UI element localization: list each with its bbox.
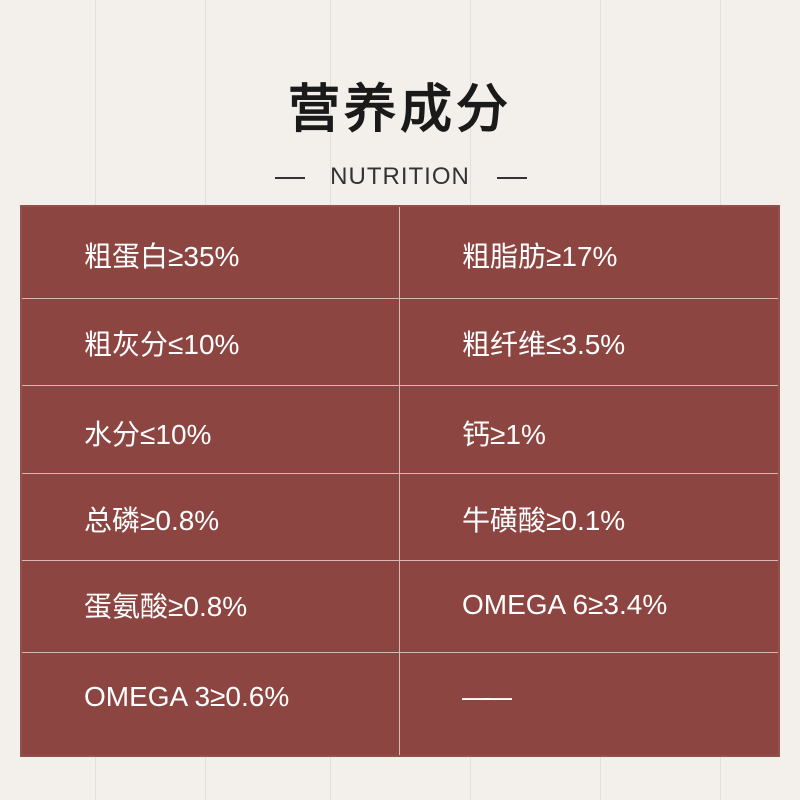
nutrition-table: 粗蛋白≥35% 粗脂肪≥17% 粗灰分≤10% 粗纤维≤3.5% 水分≤10% … xyxy=(22,207,778,755)
nutrient-taurine: 牛磺酸≥0.1% xyxy=(462,505,626,536)
page-title: 营养成分 xyxy=(287,80,512,140)
row-divider xyxy=(22,560,778,561)
column-divider xyxy=(399,207,400,755)
nutrient-crude-ash: 粗灰分≤10% xyxy=(84,329,240,360)
row-divider xyxy=(22,385,778,386)
nutrient-omega6: OMEGA 6≥3.4% xyxy=(462,589,668,620)
empty-cell-dash: —— xyxy=(462,681,512,712)
subtitle-dash-right xyxy=(497,177,527,179)
page-subtitle: NUTRITION xyxy=(330,163,470,190)
subtitle-dash-left xyxy=(275,177,305,179)
nutrient-methionine: 蛋氨酸≥0.8% xyxy=(84,591,248,622)
nutrient-crude-fat: 粗脂肪≥17% xyxy=(462,241,618,272)
row-divider xyxy=(22,473,778,474)
nutrient-crude-fiber: 粗纤维≤3.5% xyxy=(462,329,626,360)
row-divider xyxy=(22,652,778,653)
nutrient-omega3: OMEGA 3≥0.6% xyxy=(84,681,290,712)
nutrient-crude-protein: 粗蛋白≥35% xyxy=(84,241,240,272)
row-divider xyxy=(22,298,778,299)
nutrient-phosphorus: 总磷≥0.8% xyxy=(84,505,220,536)
nutrient-calcium: 钙≥1% xyxy=(462,419,546,450)
nutrient-moisture: 水分≤10% xyxy=(84,419,212,450)
